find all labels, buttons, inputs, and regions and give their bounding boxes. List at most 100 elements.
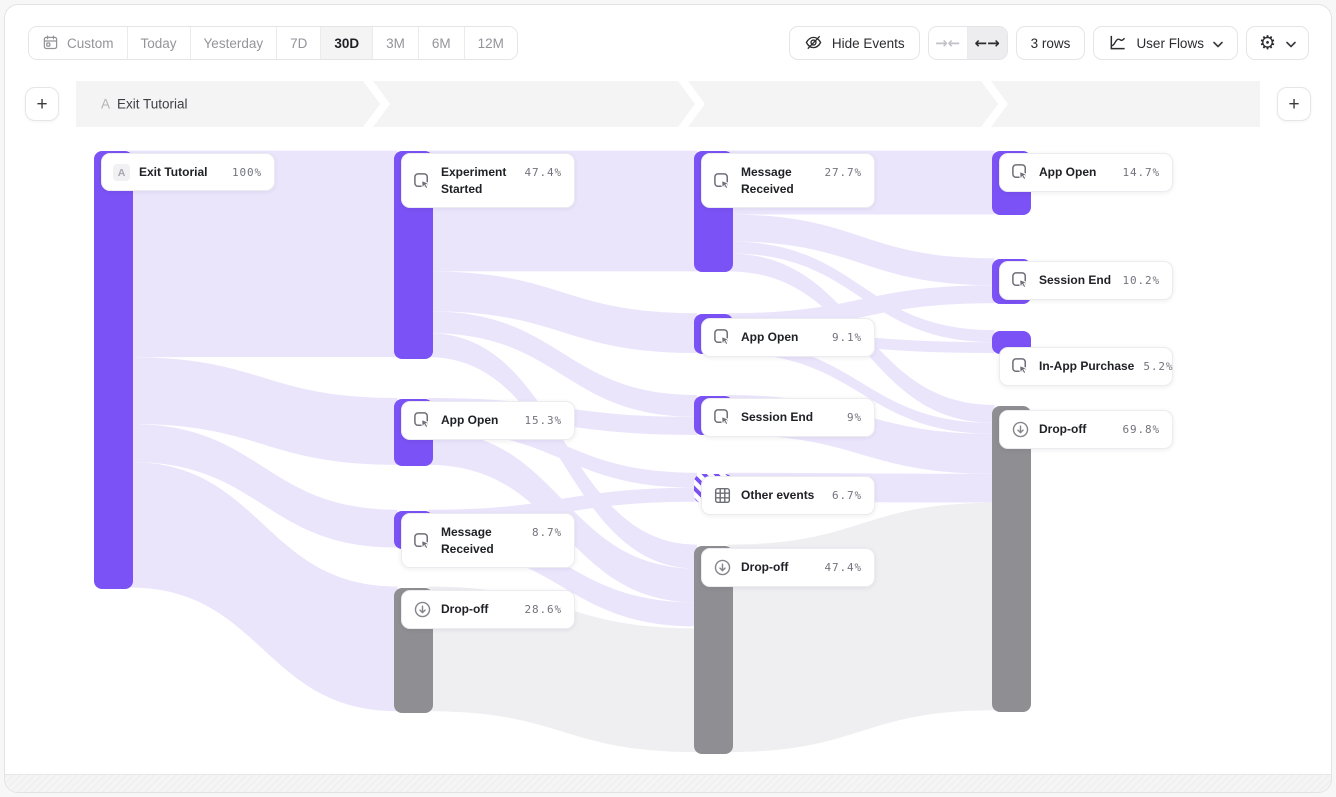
flow-ribbon — [428, 311, 697, 417]
settings-button[interactable]: ⚙ — [1245, 26, 1309, 60]
flow-ribbon — [128, 423, 398, 548]
flows-chart-icon — [1108, 33, 1127, 52]
date-range-7d[interactable]: 7D — [277, 27, 322, 59]
sankey-node-session-end[interactable]: Session End 10.2% — [999, 261, 1173, 300]
flow-title-prefix: A — [101, 96, 111, 112]
expand-columns-button[interactable]: ←→ — [967, 27, 1007, 59]
column-width-control: →← ←→ — [927, 26, 1008, 60]
add-step-left-button[interactable]: + — [25, 87, 59, 121]
node-label: App Open — [741, 330, 799, 344]
add-step-right-button[interactable]: + — [1277, 87, 1311, 121]
event-icon — [1011, 271, 1030, 290]
date-range-label: Yesterday — [203, 35, 264, 51]
node-label: Session End — [1039, 273, 1112, 287]
node-value: 47.4% — [524, 166, 562, 179]
sankey-node-message-received[interactable]: Message Received 27.7% — [701, 153, 875, 208]
grid-icon — [713, 486, 732, 505]
node-label: Drop-off — [741, 560, 789, 574]
date-range-12m[interactable]: 12M — [464, 27, 517, 59]
node-value: 10.2% — [1122, 274, 1160, 287]
view-selector-button[interactable]: User Flows — [1093, 26, 1238, 60]
event-icon — [413, 411, 432, 430]
node-value: 9% — [846, 411, 862, 424]
step-separator-chevron — [981, 81, 1008, 127]
date-range-yesterday[interactable]: Yesterday — [190, 27, 278, 59]
sankey-node-drop-off[interactable]: Drop-off 69.8% — [999, 410, 1173, 449]
sankey-node-app-open[interactable]: App Open 15.3% — [401, 401, 575, 440]
node-label: Message Received — [741, 165, 794, 196]
date-range-label: 12M — [477, 35, 504, 51]
event-icon — [713, 328, 732, 347]
calendar-icon — [42, 34, 59, 51]
node-label: App Open — [1039, 165, 1097, 179]
collapse-columns-button[interactable]: →← — [928, 27, 968, 59]
chevron-down-icon — [1286, 36, 1296, 51]
date-range-30d[interactable]: 30D — [321, 27, 374, 59]
flow-ribbon — [727, 241, 995, 343]
sankey-node-in-app-purchase[interactable]: In-App Purchase 5.2% — [999, 347, 1173, 386]
event-icon — [1011, 163, 1030, 182]
date-range-label: Custom — [67, 35, 114, 51]
flow-title-text: Exit Tutorial — [117, 96, 188, 112]
date-range-3m[interactable]: 3M — [373, 27, 419, 59]
date-range-label: 30D — [334, 35, 360, 51]
flow-title: A Exit Tutorial — [101, 97, 188, 112]
sankey-node-other-events[interactable]: Other events 6.7% — [701, 476, 875, 515]
node-value: 69.8% — [1122, 423, 1160, 436]
drop-off-icon — [413, 600, 432, 619]
node-value: 100% — [231, 166, 262, 179]
date-range-custom[interactable]: Custom — [29, 27, 128, 59]
sankey-node-drop-off[interactable]: Drop-off 28.6% — [401, 590, 575, 629]
event-icon — [713, 172, 732, 191]
sankey-bar-drop-off[interactable] — [992, 406, 1031, 712]
flow-ribbon — [128, 150, 398, 358]
node-label: Exit Tutorial — [139, 165, 208, 179]
flow-ribbon — [128, 461, 398, 712]
sankey-node-message-received[interactable]: Message Received 8.7% — [401, 513, 575, 568]
drop-off-icon — [1011, 420, 1030, 439]
rows-label: 3 rows — [1030, 35, 1071, 51]
drop-off-icon — [713, 558, 732, 577]
sankey-node-experiment-started[interactable]: Experiment Started 47.4% — [401, 153, 575, 208]
sankey-node-session-end[interactable]: Session End 9% — [701, 398, 875, 437]
sankey-bar-exit-tutorial[interactable] — [94, 151, 133, 589]
node-label: Drop-off — [1039, 422, 1087, 436]
flow-header: + A Exit Tutorial + — [5, 81, 1331, 127]
flow-step-band[interactable]: A Exit Tutorial — [76, 81, 1260, 127]
date-range-label: 3M — [386, 35, 405, 51]
date-range-control: Custom Today Yesterday 7D 30D 3M 6M 12M — [28, 26, 518, 60]
sankey-node-exit-tutorial[interactable]: A Exit Tutorial 100% — [101, 153, 275, 191]
node-value: 6.7% — [831, 489, 862, 502]
node-value: 15.3% — [524, 414, 562, 427]
rows-button[interactable]: 3 rows — [1015, 26, 1086, 60]
gear-icon: ⚙ — [1258, 31, 1276, 54]
event-icon — [413, 532, 432, 551]
date-range-label: 7D — [290, 35, 308, 51]
event-icon — [1011, 357, 1030, 376]
bottom-strip — [5, 774, 1331, 792]
node-label: Experiment Started — [441, 165, 507, 196]
date-range-label: Today — [140, 35, 177, 51]
step-separator-chevron — [363, 81, 390, 127]
flow-ribbon — [727, 342, 995, 434]
date-range-6m[interactable]: 6M — [418, 27, 465, 59]
node-value: 8.7% — [531, 526, 562, 539]
node-value: 14.7% — [1122, 166, 1160, 179]
node-value: 5.2% — [1143, 360, 1174, 373]
date-range-label: 6M — [431, 35, 451, 51]
node-label: Other events — [741, 488, 815, 502]
node-label: Message Received — [441, 525, 494, 556]
event-icon — [713, 408, 732, 427]
node-label: App Open — [441, 413, 499, 427]
view-selector-label: User Flows — [1136, 35, 1204, 51]
chevron-down-icon — [1213, 36, 1223, 51]
event-icon — [413, 172, 432, 191]
node-value: 9.1% — [831, 331, 862, 344]
hide-events-button[interactable]: Hide Events — [788, 26, 920, 60]
date-range-today[interactable]: Today — [127, 27, 191, 59]
app-window: A Exit Tutorial 100% Experiment Started 47.4… — [4, 4, 1332, 793]
sankey-node-drop-off[interactable]: Drop-off 47.4% — [701, 548, 875, 587]
collapse-arrows-icon: →← — [935, 34, 961, 52]
sankey-node-app-open[interactable]: App Open 14.7% — [999, 153, 1173, 192]
sankey-node-app-open[interactable]: App Open 9.1% — [701, 318, 875, 357]
